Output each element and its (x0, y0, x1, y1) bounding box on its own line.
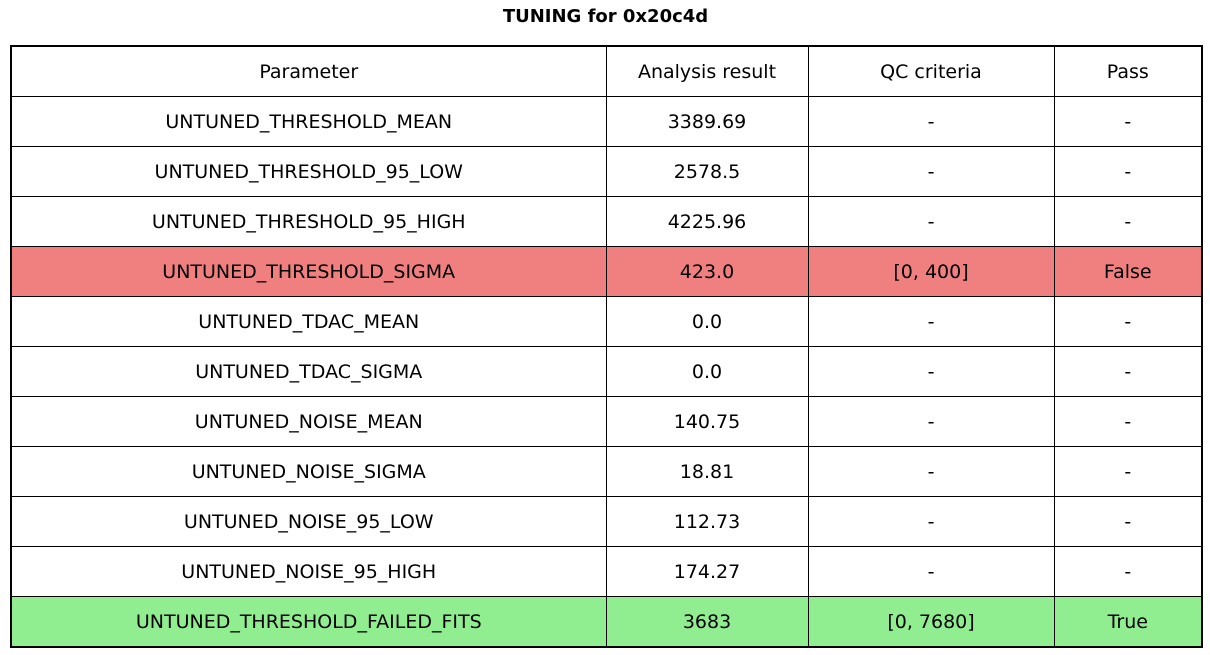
cell-pass: - (1053, 446, 1203, 497)
table-row: UNTUNED_NOISE_95_HIGH 174.27 - - (10, 546, 1203, 597)
table-row: UNTUNED_NOISE_95_LOW 112.73 - - (10, 496, 1203, 547)
cell-pass: - (1053, 496, 1203, 547)
table-row-passed: UNTUNED_THRESHOLD_FAILED_FITS 3683 [0, 7… (10, 596, 1203, 648)
cell-qc-criteria: - (807, 146, 1055, 197)
column-header-parameter: Parameter (10, 45, 607, 97)
table-row: UNTUNED_THRESHOLD_MEAN 3389.69 - - (10, 96, 1203, 147)
table-row: UNTUNED_THRESHOLD_95_HIGH 4225.96 - - (10, 196, 1203, 247)
cell-analysis-result: 174.27 (605, 546, 809, 597)
cell-parameter: UNTUNED_NOISE_SIGMA (10, 446, 607, 497)
table-row: UNTUNED_TDAC_MEAN 0.0 - - (10, 296, 1203, 347)
cell-qc-criteria: - (807, 546, 1055, 597)
cell-analysis-result: 140.75 (605, 396, 809, 447)
cell-parameter: UNTUNED_NOISE_MEAN (10, 396, 607, 447)
cell-qc-criteria: - (807, 346, 1055, 397)
cell-analysis-result: 3683 (605, 596, 809, 648)
table-header-row: Parameter Analysis result QC criteria Pa… (10, 45, 1203, 97)
qc-results-table: Parameter Analysis result QC criteria Pa… (10, 45, 1203, 648)
cell-parameter: UNTUNED_TDAC_SIGMA (10, 346, 607, 397)
cell-parameter: UNTUNED_THRESHOLD_95_LOW (10, 146, 607, 197)
cell-parameter: UNTUNED_NOISE_95_LOW (10, 496, 607, 547)
cell-analysis-result: 18.81 (605, 446, 809, 497)
table-row: UNTUNED_THRESHOLD_95_LOW 2578.5 - - (10, 146, 1203, 197)
page-title: TUNING for 0x20c4d (502, 6, 709, 27)
column-header-pass: Pass (1053, 45, 1203, 97)
cell-parameter: UNTUNED_NOISE_95_HIGH (10, 546, 607, 597)
cell-qc-criteria: - (807, 496, 1055, 547)
cell-parameter: UNTUNED_THRESHOLD_FAILED_FITS (10, 596, 607, 648)
table-row: UNTUNED_TDAC_SIGMA 0.0 - - (10, 346, 1203, 397)
cell-qc-criteria: - (807, 396, 1055, 447)
cell-pass: - (1053, 196, 1203, 247)
cell-qc-criteria: [0, 7680] (807, 596, 1055, 648)
cell-analysis-result: 423.0 (605, 246, 809, 297)
cell-parameter: UNTUNED_TDAC_MEAN (10, 296, 607, 347)
table-row: UNTUNED_NOISE_MEAN 140.75 - - (10, 396, 1203, 447)
cell-analysis-result: 4225.96 (605, 196, 809, 247)
table-row-failed: UNTUNED_THRESHOLD_SIGMA 423.0 [0, 400] F… (10, 246, 1203, 297)
cell-pass: - (1053, 96, 1203, 147)
cell-pass: True (1053, 596, 1203, 648)
cell-analysis-result: 112.73 (605, 496, 809, 547)
cell-pass: - (1053, 146, 1203, 197)
cell-pass: - (1053, 346, 1203, 397)
cell-analysis-result: 3389.69 (605, 96, 809, 147)
table-row: UNTUNED_NOISE_SIGMA 18.81 - - (10, 446, 1203, 497)
cell-parameter: UNTUNED_THRESHOLD_SIGMA (10, 246, 607, 297)
cell-qc-criteria: [0, 400] (807, 246, 1055, 297)
cell-pass: - (1053, 546, 1203, 597)
cell-pass: - (1053, 296, 1203, 347)
cell-parameter: UNTUNED_THRESHOLD_95_HIGH (10, 196, 607, 247)
cell-parameter: UNTUNED_THRESHOLD_MEAN (10, 96, 607, 147)
cell-pass: - (1053, 396, 1203, 447)
cell-qc-criteria: - (807, 196, 1055, 247)
cell-qc-criteria: - (807, 96, 1055, 147)
cell-qc-criteria: - (807, 446, 1055, 497)
cell-analysis-result: 0.0 (605, 296, 809, 347)
cell-analysis-result: 2578.5 (605, 146, 809, 197)
cell-pass: False (1053, 246, 1203, 297)
column-header-qc-criteria: QC criteria (807, 45, 1055, 97)
column-header-analysis-result: Analysis result (605, 45, 809, 97)
cell-analysis-result: 0.0 (605, 346, 809, 397)
cell-qc-criteria: - (807, 296, 1055, 347)
